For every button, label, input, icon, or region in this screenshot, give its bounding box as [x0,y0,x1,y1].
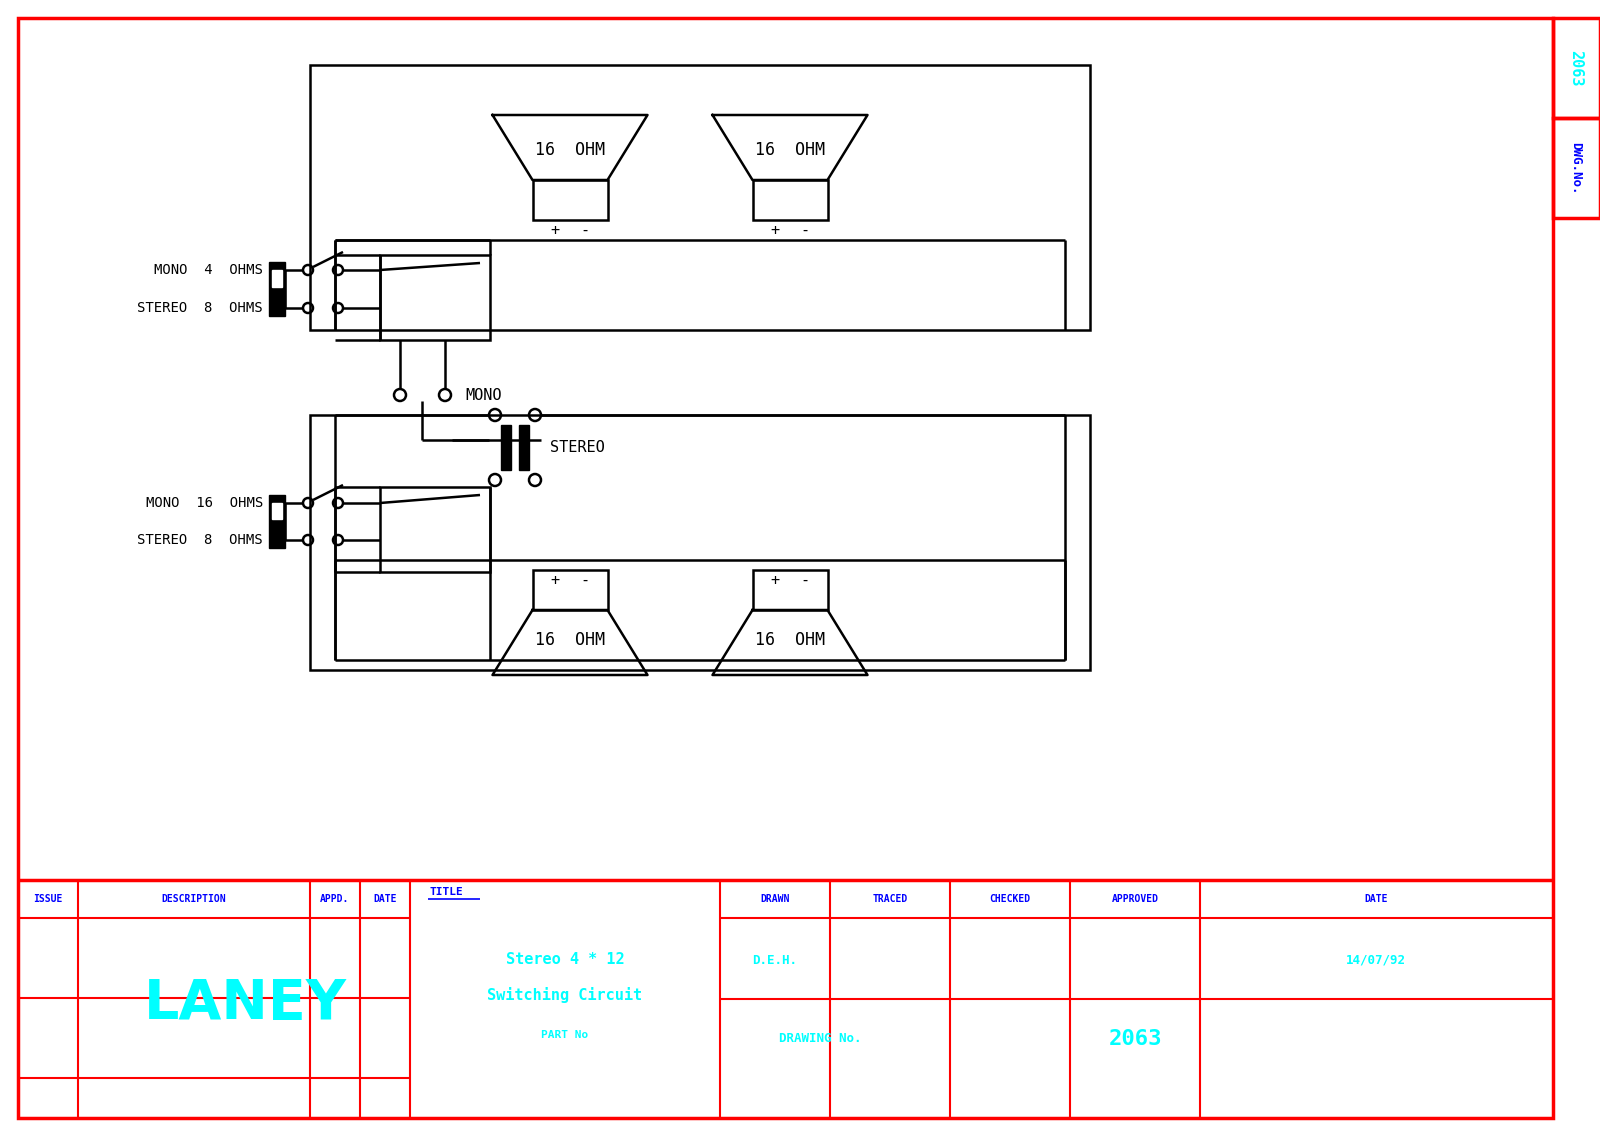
Text: 2063: 2063 [1109,1029,1162,1049]
Text: APPD.: APPD. [320,894,350,904]
Text: 16  OHM: 16 OHM [755,631,826,649]
Text: +: + [550,572,560,588]
Bar [533,570,608,610]
Text: DRAWN: DRAWN [760,894,790,904]
Text: MONO  16  OHMS: MONO 16 OHMS [146,496,262,510]
Text: STEREO: STEREO [550,440,605,455]
Text: 16  OHM: 16 OHM [534,140,605,159]
Text: STEREO  8  OHMS: STEREO 8 OHMS [138,301,262,315]
Text: STEREO  8  OHMS: STEREO 8 OHMS [138,533,262,547]
Bar [533,180,608,220]
Text: -: - [581,222,589,238]
Text: 16  OHM: 16 OHM [755,140,826,159]
Text: DATE: DATE [373,894,397,904]
Bar [501,425,510,470]
Bar [752,180,827,220]
Bar [381,255,490,340]
Text: 14/07/92: 14/07/92 [1346,954,1406,966]
Text: +: + [550,222,560,238]
Bar [272,503,282,519]
Text: TITLE: TITLE [430,887,464,897]
Text: MONO: MONO [466,387,501,402]
Text: PART No: PART No [541,1030,589,1040]
Text: MONO  4  OHMS: MONO 4 OHMS [154,263,262,276]
Bar [518,425,530,470]
Text: -: - [800,222,810,238]
Bar [381,487,490,572]
Bar [269,495,285,548]
Bar [272,270,282,287]
Text: DRAWING No.: DRAWING No. [779,1032,861,1046]
Bar [752,570,827,610]
Bar [310,415,1090,670]
Text: APPROVED: APPROVED [1112,894,1158,904]
Text: D.E.H.: D.E.H. [752,954,797,966]
Bar [269,262,285,316]
Text: ISSUE: ISSUE [34,894,62,904]
Text: -: - [800,572,810,588]
Text: Switching Circuit: Switching Circuit [488,987,643,1003]
Bar [1554,18,1600,118]
Text: +: + [771,572,779,588]
Bar [310,65,1090,330]
Text: TRACED: TRACED [872,894,907,904]
Text: DWG.No.: DWG.No. [1570,142,1582,194]
Bar [1554,118,1600,218]
Text: DATE: DATE [1365,894,1387,904]
Text: DESCRIPTION: DESCRIPTION [162,894,226,904]
Text: +: + [771,222,779,238]
Text: LANEY: LANEY [144,977,347,1031]
Text: 16  OHM: 16 OHM [534,631,605,649]
Text: Stereo 4 * 12: Stereo 4 * 12 [506,953,624,968]
Text: -: - [581,572,589,588]
Text: CHECKED: CHECKED [989,894,1030,904]
Text: 2063: 2063 [1568,50,1584,86]
